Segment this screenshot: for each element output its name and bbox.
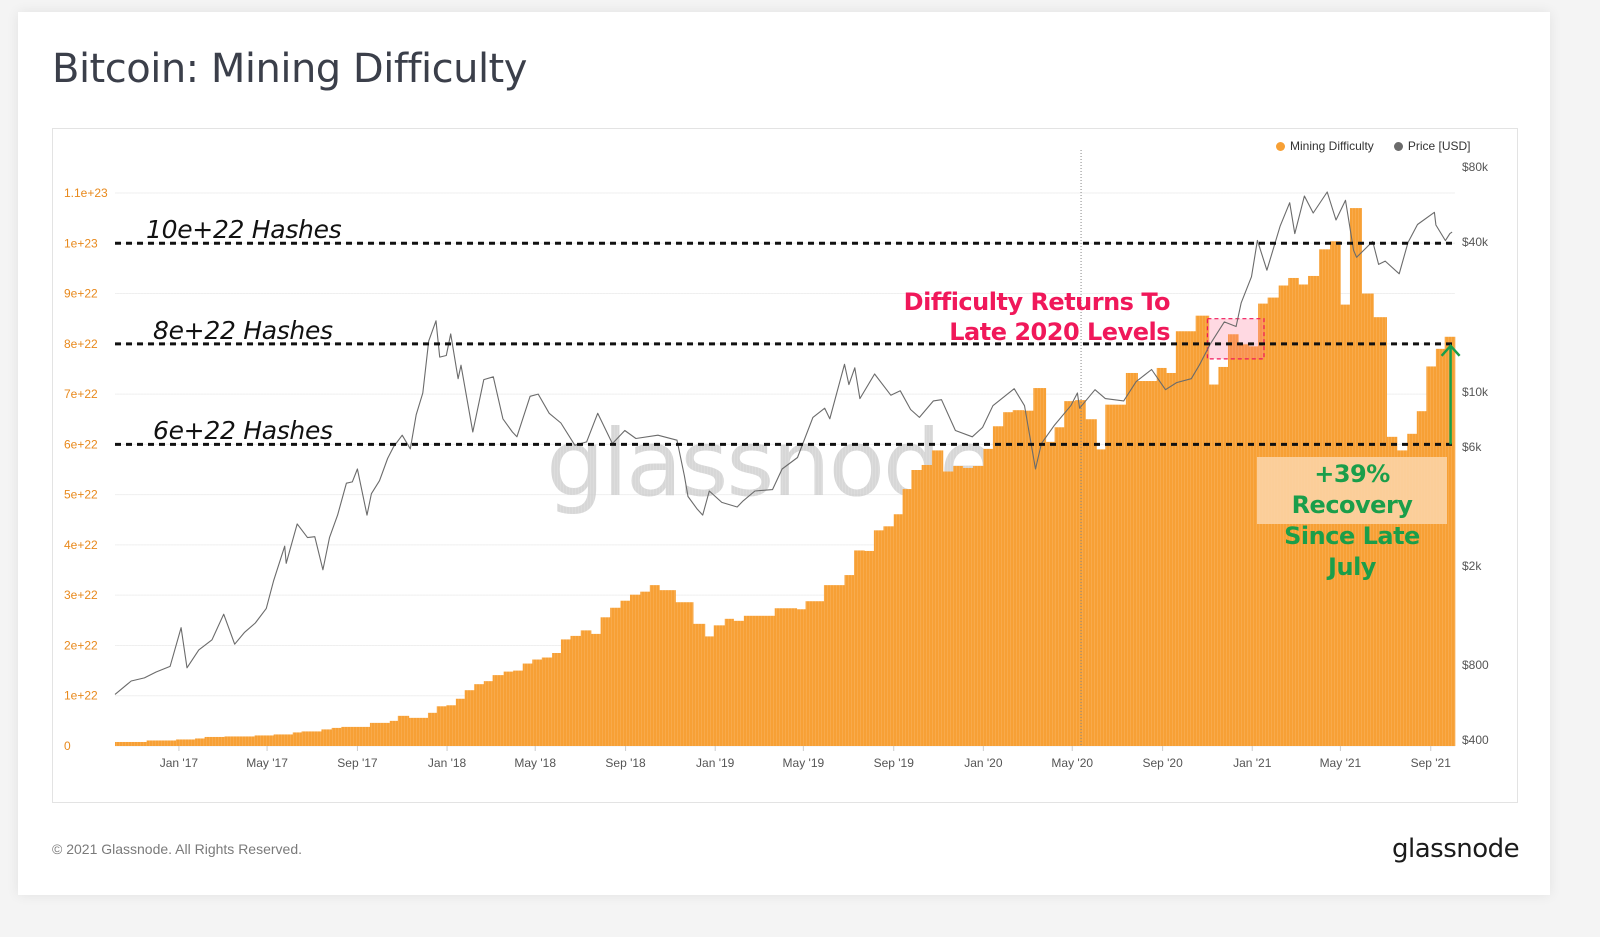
green-annotation: +39% Recovery Since Late July: [1257, 457, 1447, 581]
x-tick-label: Sep '20: [1142, 756, 1183, 770]
y-left-tick-label: 5e+22: [64, 488, 98, 502]
pink-annotation: Difficulty Returns To Late 2020 Levels: [903, 287, 1171, 347]
y-right-tick-label: $800: [1462, 658, 1489, 672]
x-tick-label: Sep '21: [1411, 756, 1452, 770]
x-tick-label: May '19: [783, 756, 825, 770]
green-arrow-head-icon: [1440, 343, 1461, 357]
hash-line-label-6e22: 6e+22 Hashes: [153, 416, 333, 445]
x-tick-label: Sep '18: [605, 756, 646, 770]
price-line: [114, 191, 1453, 695]
x-tick-label: Jan '20: [964, 756, 1003, 770]
page-title: Bitcoin: Mining Difficulty: [52, 46, 527, 92]
y-left-tick-label: 1e+23: [64, 236, 98, 250]
pink-highlight-box: [1206, 318, 1265, 360]
y-right-tick-label: $10k: [1462, 385, 1489, 399]
y-left-tick-label: 6e+22: [64, 437, 98, 451]
green-annotation-line-1: +39% Recovery: [1291, 460, 1413, 519]
y-left-tick-label: 0: [64, 739, 71, 753]
glassnode-logo[interactable]: glassnode: [1392, 834, 1520, 864]
y-right-tick-label: $40k: [1462, 235, 1489, 249]
x-tick-label: May '20: [1051, 756, 1093, 770]
legend-dot-price-icon: [1393, 141, 1403, 151]
x-tick-label: Jan '19: [696, 756, 735, 770]
y-left-tick-label: 8e+22: [64, 337, 98, 351]
x-tick-label: May '21: [1320, 756, 1362, 770]
x-tick-label: May '17: [246, 756, 288, 770]
legend-dot-difficulty-icon: [1276, 141, 1285, 151]
x-tick-label: May '18: [514, 756, 556, 770]
y-left-tick-label: 3e+22: [64, 588, 98, 602]
y-left-tick-label: 1.1e+23: [64, 186, 108, 200]
x-tick-label: Sep '17: [337, 756, 378, 770]
legend: Mining Difficulty Price [USD]: [1276, 139, 1471, 153]
chart-frame: [52, 128, 1518, 803]
y-right-tick-label: $80k: [1462, 160, 1489, 174]
y-left-tick-label: 9e+22: [64, 287, 98, 301]
x-tick-label: Jan '21: [1233, 756, 1272, 770]
x-tick-label: Jan '17: [160, 756, 199, 770]
x-tick-label: Jan '18: [428, 756, 467, 770]
y-right-tick-label: $6k: [1462, 440, 1482, 454]
legend-label: Mining Difficulty: [1290, 139, 1374, 153]
y-left-tick-label: 1e+22: [64, 689, 98, 703]
y-right-tick-label: $2k: [1462, 559, 1482, 573]
copyright-footer: © 2021 Glassnode. All Rights Reserved.: [52, 841, 303, 857]
y-left-tick-label: 4e+22: [64, 538, 98, 552]
pink-annotation-line-1: Difficulty Returns To: [903, 288, 1171, 316]
y-right-tick-label: $400: [1462, 733, 1489, 747]
legend-item-price[interactable]: Price [USD]: [1393, 139, 1471, 153]
x-tick-label: Sep '19: [874, 756, 915, 770]
y-left-tick-label: 2e+22: [64, 638, 98, 652]
green-annotation-line-2: Since Late July: [1284, 522, 1420, 581]
hash-line-label-8e22: 8e+22 Hashes: [153, 316, 333, 345]
bar-texture: [115, 193, 1455, 746]
y-left-tick-label: 7e+22: [64, 387, 98, 401]
hash-line-label-10e22: 10e+22 Hashes: [146, 215, 342, 244]
legend-item-mining-difficulty[interactable]: Mining Difficulty: [1276, 139, 1374, 153]
legend-label: Price [USD]: [1407, 139, 1471, 153]
pink-annotation-line-2: Late 2020 Levels: [949, 318, 1170, 346]
